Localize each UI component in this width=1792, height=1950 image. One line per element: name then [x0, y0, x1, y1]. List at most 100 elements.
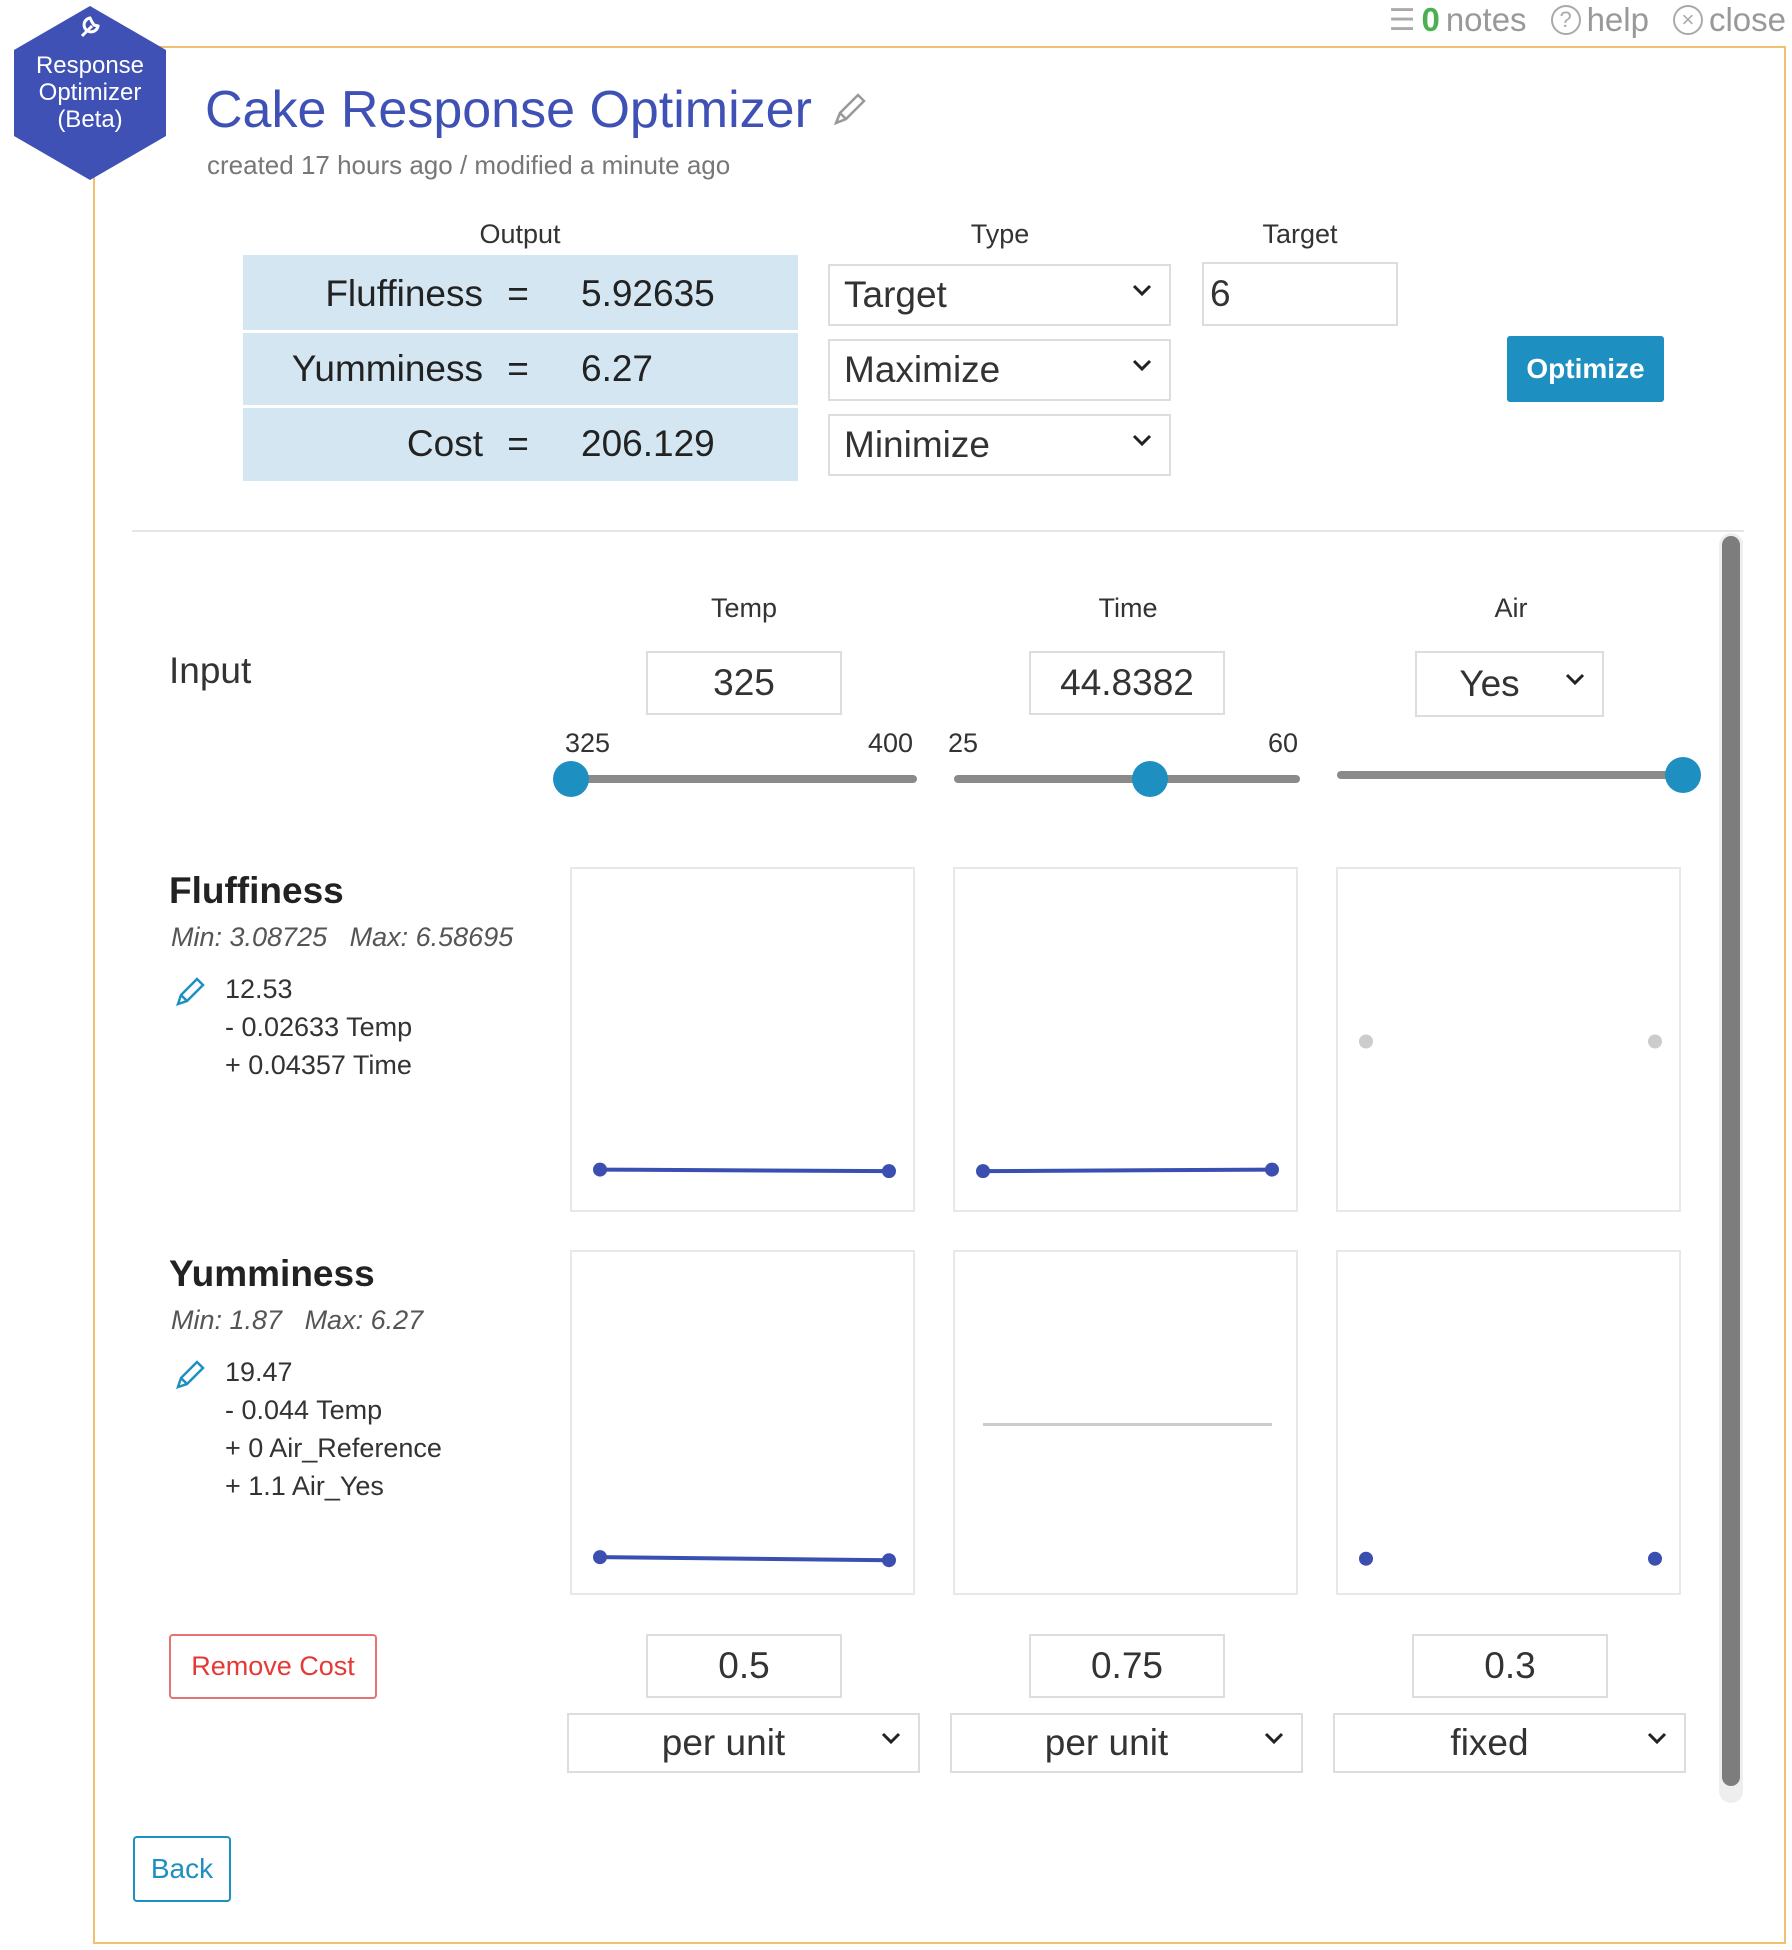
data-point: [1359, 1034, 1373, 1049]
equation-term: - 0.02633 Temp: [225, 1012, 413, 1042]
time-slider-rail[interactable]: [954, 775, 1300, 783]
badge-line-1: Response: [35, 52, 145, 79]
chevron-down-icon: [1132, 434, 1152, 447]
time-cost-input[interactable]: 0.75: [1029, 1634, 1225, 1698]
air-cost-unit-select[interactable]: fixed: [1333, 1713, 1686, 1773]
data-point: [976, 1164, 990, 1179]
time-value: 44.8382: [1060, 662, 1194, 703]
chart-yumminess-temp: [570, 1250, 915, 1595]
section-divider: [132, 530, 1744, 532]
page-subtitle: created 17 hours ago / modified a minute…: [207, 150, 731, 180]
temp-slider-max: 400: [868, 728, 914, 758]
time-cost-value: 0.75: [1090, 1645, 1163, 1686]
notes-link[interactable]: ☰ 0 notes: [1389, 1, 1527, 39]
output-name: Yumminess: [291, 348, 483, 389]
chevron-down-icon: [1132, 284, 1152, 297]
edit-pencil-icon[interactable]: [830, 91, 868, 129]
air-select[interactable]: Yes: [1415, 651, 1604, 717]
wrench-icon: [80, 16, 100, 38]
data-point: [1648, 1034, 1662, 1049]
type-select-value: Target: [844, 274, 947, 315]
time-slider-max: 60: [1268, 728, 1299, 758]
remove-cost-button[interactable]: Remove Cost: [169, 1634, 377, 1699]
help-label: help: [1586, 1, 1649, 38]
data-point: [593, 1162, 607, 1177]
target-input-value: 6: [1210, 273, 1231, 314]
response-minmax-yumminess: Min: 1.87 Max: 6.27: [171, 1305, 424, 1335]
data-point: [1648, 1551, 1662, 1566]
top-bar: ☰ 0 notes ? help × close: [1389, 0, 1792, 40]
equation-term: + 1.1 Air_Yes: [225, 1471, 384, 1501]
type-column-header: Type: [970, 219, 1030, 249]
temp-slider-min: 325: [565, 728, 611, 758]
factor-header-temp: Temp: [710, 593, 778, 623]
temp-value: 325: [713, 662, 775, 703]
back-button[interactable]: Back: [133, 1836, 231, 1902]
series-line: [599, 1167, 890, 1174]
type-select-fluffiness[interactable]: Target: [828, 264, 1171, 326]
edit-equation-icon[interactable]: [173, 1358, 207, 1392]
target-input-fluffiness[interactable]: 6: [1202, 262, 1398, 326]
chart-yumminess-time: [953, 1250, 1298, 1595]
air-cost-input[interactable]: 0.3: [1412, 1634, 1608, 1698]
temp-slider-rail[interactable]: [571, 775, 917, 783]
equals-sign: =: [507, 423, 529, 464]
output-value: 6.27: [581, 348, 654, 389]
temp-slider-handle[interactable]: [553, 761, 589, 797]
type-select-yumminess[interactable]: Maximize: [828, 339, 1171, 401]
air-slider-handle[interactable]: [1665, 757, 1701, 793]
cost-unit-value: fixed: [1450, 1722, 1529, 1763]
temp-cost-value: 0.5: [718, 1645, 770, 1686]
series-line: [599, 1555, 890, 1563]
input-section-label: Input: [169, 650, 252, 691]
chart-fluffiness-air: [1336, 867, 1681, 1212]
response-name-yumminess: Yumminess: [169, 1253, 375, 1294]
time-slider-min: 25: [948, 728, 979, 758]
output-column-header: Output: [479, 219, 561, 249]
time-slider-handle[interactable]: [1132, 761, 1169, 797]
chart-yumminess-air: [1336, 1250, 1681, 1595]
help-link[interactable]: ? help: [1550, 1, 1649, 39]
response-name-fluffiness: Fluffiness: [169, 870, 344, 911]
time-cost-unit-select[interactable]: per unit: [950, 1713, 1303, 1773]
notes-count: 0: [1421, 1, 1440, 38]
type-select-value: Minimize: [844, 424, 990, 465]
factor-header-time: Time: [1098, 593, 1158, 623]
optimize-button[interactable]: Optimize: [1507, 336, 1664, 402]
chevron-down-icon: [1132, 359, 1152, 372]
equation-term: 12.53: [225, 974, 293, 1004]
close-link[interactable]: × close: [1672, 1, 1786, 39]
temp-cost-input[interactable]: 0.5: [646, 1634, 842, 1698]
type-select-cost[interactable]: Minimize: [828, 414, 1171, 476]
temp-cost-unit-select[interactable]: per unit: [567, 1713, 920, 1773]
temp-value-input[interactable]: 325: [646, 651, 842, 715]
data-point: [882, 1553, 896, 1568]
air-slider-rail[interactable]: [1337, 771, 1683, 779]
target-column-header: Target: [1262, 219, 1338, 249]
air-cost-value: 0.3: [1484, 1645, 1536, 1686]
time-value-input[interactable]: 44.8382: [1029, 651, 1225, 715]
output-row-yumminess: Yumminess = 6.27: [243, 333, 798, 405]
equation-term: 19.47: [225, 1357, 293, 1387]
output-name: Fluffiness: [325, 273, 483, 314]
page-title-text: Cake Response Optimizer: [205, 81, 812, 139]
badge-text: Response Optimizer (Beta): [10, 52, 170, 133]
cost-unit-value: per unit: [1044, 1722, 1169, 1763]
chart-fluffiness-time: [953, 867, 1298, 1212]
output-summary: Fluffiness = 5.92635 Yumminess = 6.27 Co…: [243, 255, 798, 481]
equation-term: + 0 Air_Reference: [225, 1433, 442, 1463]
scrollbar-thumb[interactable]: [1722, 536, 1740, 1786]
chevron-down-icon: [1264, 1732, 1284, 1745]
response-minmax-fluffiness: Min: 3.08725 Max: 6.58695: [171, 922, 514, 952]
series-line: [982, 1167, 1273, 1174]
equation-term: + 0.04357 Time: [225, 1050, 412, 1080]
output-name: Cost: [406, 423, 483, 464]
response-optimizer-badge: [14, 6, 166, 180]
data-point: [882, 1164, 896, 1179]
type-select-value: Maximize: [844, 349, 1001, 390]
factor-header-air: Air: [1494, 593, 1528, 623]
edit-equation-icon[interactable]: [173, 975, 207, 1009]
close-icon: ×: [1672, 5, 1703, 35]
question-icon: ?: [1550, 5, 1581, 35]
output-row-fluffiness: Fluffiness = 5.92635: [243, 258, 798, 330]
